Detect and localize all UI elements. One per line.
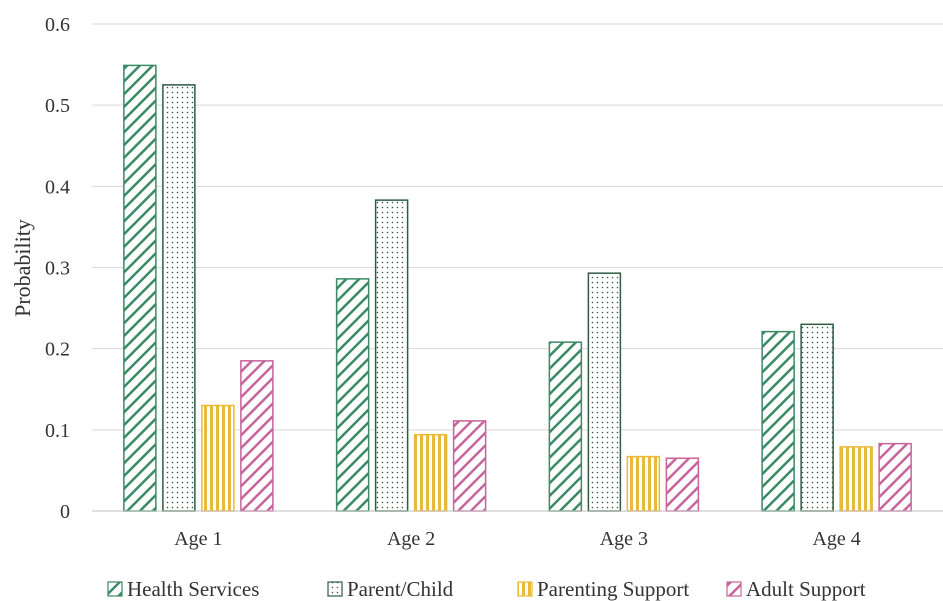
y-tick-label: 0.4 bbox=[45, 176, 70, 198]
bar-1-2 bbox=[335, 278, 370, 512]
x-axis-ticks: Age 1 Age 2 Age 3 Age 4 bbox=[174, 528, 861, 550]
bar-1-3 bbox=[548, 341, 583, 512]
y-tick-label: 0.2 bbox=[45, 339, 70, 361]
x-tick-label: Age 4 bbox=[812, 528, 860, 550]
bar-4-1 bbox=[240, 360, 274, 512]
y-axis-title: Probability bbox=[10, 219, 35, 317]
legend-label: Adult Support bbox=[746, 577, 866, 601]
bar-1-1 bbox=[123, 64, 157, 512]
bar-4-2 bbox=[452, 420, 487, 512]
bar-3-1 bbox=[201, 404, 235, 512]
x-tick-label: Age 1 bbox=[174, 528, 222, 550]
legend-swatch bbox=[107, 581, 123, 597]
legend-label: Parent/Child bbox=[347, 577, 454, 601]
legend-label: Parenting Support bbox=[537, 577, 689, 601]
y-axis-ticks: 0 0.1 0.2 0.3 0.4 0.5 0.6 bbox=[45, 14, 70, 523]
bar-2-3 bbox=[587, 272, 622, 512]
y-tick-label: 0 bbox=[60, 501, 70, 523]
bar-3-2 bbox=[413, 433, 448, 512]
bar-2-1 bbox=[162, 84, 196, 512]
bar-3-3 bbox=[626, 455, 661, 512]
bar-4-3 bbox=[665, 457, 700, 512]
bar-2-2 bbox=[374, 199, 409, 512]
legend-swatch bbox=[726, 581, 742, 597]
legend-swatch bbox=[517, 581, 533, 597]
x-tick-label: Age 3 bbox=[600, 528, 648, 550]
y-tick-label: 0.5 bbox=[45, 95, 70, 117]
x-tick-label: Age 2 bbox=[387, 528, 435, 550]
bar-3-4 bbox=[839, 446, 873, 512]
legend: Health Services Parent/Child Parenting Sup… bbox=[107, 577, 866, 601]
y-tick-label: 0.3 bbox=[45, 258, 70, 280]
bar-1-4 bbox=[761, 330, 795, 512]
y-tick-label: 0.1 bbox=[45, 420, 70, 442]
legend-label: Health Services bbox=[127, 577, 259, 601]
bar-4-4 bbox=[878, 442, 912, 512]
y-tick-label: 0.6 bbox=[45, 14, 70, 36]
bar-2-4 bbox=[800, 323, 834, 512]
bars bbox=[123, 64, 912, 512]
legend-swatch bbox=[327, 581, 343, 597]
